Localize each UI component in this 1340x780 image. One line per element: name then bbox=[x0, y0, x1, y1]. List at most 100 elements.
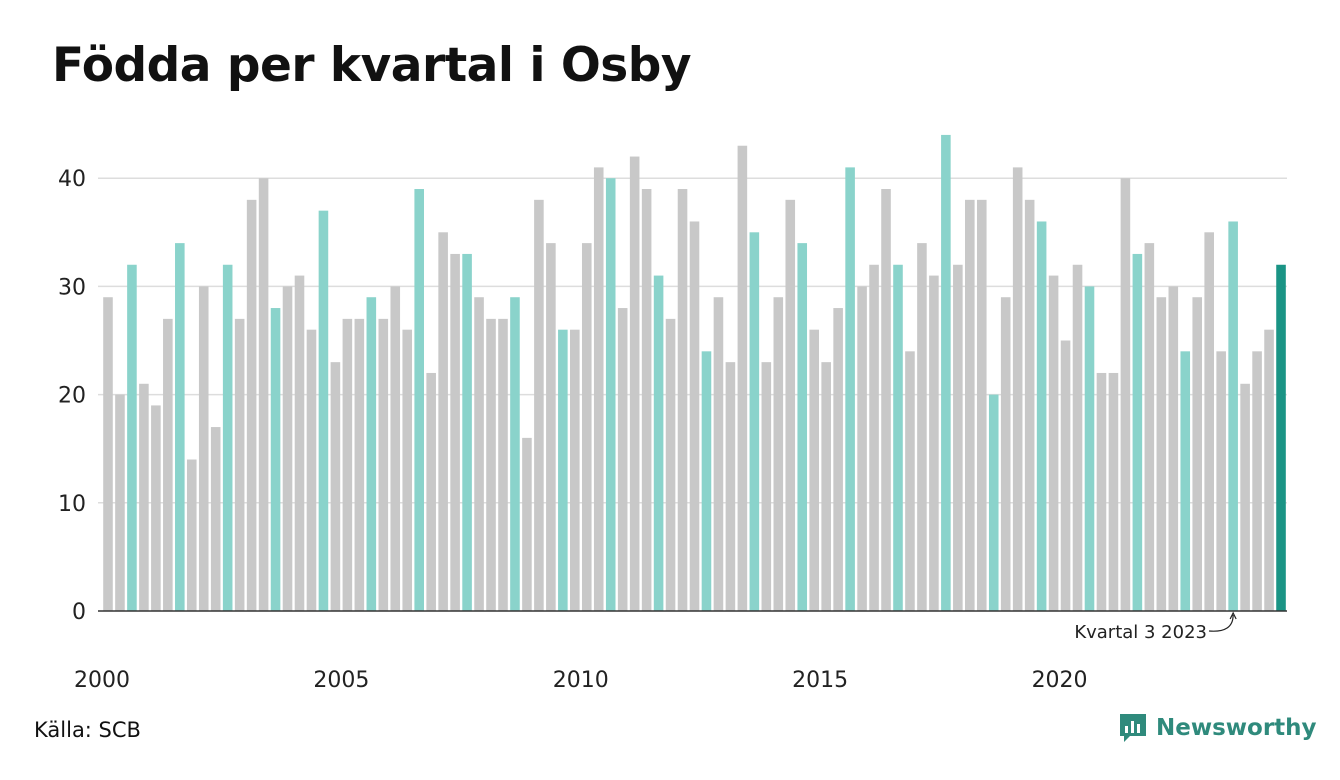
bar bbox=[1180, 351, 1191, 611]
bar bbox=[869, 264, 879, 611]
bar bbox=[1060, 340, 1071, 611]
bar bbox=[749, 232, 760, 612]
bar bbox=[1216, 351, 1226, 611]
x-tick-label: 2010 bbox=[553, 668, 609, 693]
bar bbox=[701, 351, 712, 611]
bar bbox=[378, 318, 389, 611]
bar bbox=[306, 329, 317, 611]
bar bbox=[558, 329, 568, 611]
bar bbox=[1036, 221, 1047, 612]
bar bbox=[498, 318, 508, 611]
bar bbox=[366, 297, 377, 611]
bar bbox=[318, 210, 329, 611]
bar bbox=[1168, 286, 1179, 611]
bar bbox=[210, 427, 221, 611]
bar bbox=[689, 221, 700, 612]
bar bbox=[761, 362, 772, 611]
bar bbox=[929, 275, 939, 611]
brand-logo[interactable]: Newsworthy bbox=[1118, 712, 1317, 744]
bar bbox=[151, 405, 161, 611]
bar bbox=[1048, 275, 1059, 611]
axes: 0 10 20 30 40 2000 2005 2010 2015 2020 bbox=[58, 167, 1287, 693]
bar bbox=[570, 329, 580, 611]
bar bbox=[1012, 167, 1023, 611]
annotation-label: Kvartal 3 2023 bbox=[1074, 622, 1207, 643]
bar bbox=[941, 134, 951, 612]
bar bbox=[1144, 243, 1155, 611]
bar bbox=[1108, 372, 1119, 611]
bar bbox=[127, 264, 137, 611]
bar bbox=[845, 167, 855, 611]
bar bbox=[115, 394, 125, 611]
annotation: Kvartal 3 2023 bbox=[1074, 611, 1237, 643]
bar bbox=[629, 156, 640, 611]
bar bbox=[414, 189, 424, 611]
bar bbox=[1072, 264, 1083, 611]
bar bbox=[1240, 383, 1250, 611]
bar bbox=[330, 362, 341, 611]
bar bbox=[234, 318, 245, 611]
bar bbox=[402, 329, 413, 611]
bar bbox=[665, 318, 676, 611]
bar bbox=[1132, 253, 1143, 611]
bar bbox=[222, 264, 233, 611]
bar bbox=[737, 145, 748, 612]
bar bbox=[965, 199, 975, 611]
bar bbox=[581, 243, 592, 611]
bar bbox=[510, 297, 520, 611]
bar bbox=[486, 318, 496, 611]
bar bbox=[809, 329, 819, 611]
bar bbox=[1204, 232, 1214, 612]
bar bbox=[641, 189, 652, 611]
y-tick-label: 30 bbox=[58, 275, 86, 300]
bar bbox=[905, 351, 915, 611]
bar bbox=[462, 253, 472, 611]
bar bbox=[354, 318, 365, 611]
brand-name: Newsworthy bbox=[1156, 715, 1317, 741]
bar bbox=[534, 199, 544, 611]
bars bbox=[103, 134, 1286, 612]
bar bbox=[677, 189, 688, 611]
annotation-arrowhead bbox=[1229, 611, 1237, 620]
bar bbox=[976, 199, 987, 611]
bar bbox=[785, 199, 796, 611]
bar bbox=[833, 308, 843, 611]
bar bbox=[1156, 297, 1167, 611]
x-tick-label: 2000 bbox=[74, 668, 130, 693]
bar bbox=[1084, 286, 1095, 611]
bar bbox=[988, 394, 999, 611]
bar bbox=[1264, 329, 1274, 611]
chart-title: Födda per kvartal i Osby bbox=[52, 38, 692, 93]
bar bbox=[713, 297, 724, 611]
annotation-arrow bbox=[1208, 614, 1234, 632]
bar bbox=[450, 253, 460, 611]
bar bbox=[593, 167, 604, 611]
bar bbox=[198, 286, 209, 611]
bar bbox=[546, 243, 556, 611]
x-tick-label: 2005 bbox=[313, 668, 369, 693]
bar bbox=[246, 199, 257, 611]
bar bbox=[1000, 297, 1011, 611]
bar bbox=[258, 178, 269, 611]
bar bbox=[342, 318, 353, 611]
bar bbox=[270, 308, 281, 611]
bar bbox=[617, 308, 628, 611]
bar bbox=[605, 178, 616, 611]
bar bbox=[103, 297, 113, 611]
bar bbox=[1024, 199, 1035, 611]
bar bbox=[917, 243, 927, 611]
bar bbox=[1096, 372, 1107, 611]
bar bbox=[773, 297, 784, 611]
bar bbox=[294, 275, 305, 611]
y-tick-label: 40 bbox=[58, 167, 86, 192]
bar bbox=[438, 232, 448, 612]
y-tick-label: 20 bbox=[58, 384, 86, 409]
bar bbox=[953, 264, 963, 611]
y-tick-label: 10 bbox=[58, 492, 86, 517]
bar bbox=[282, 286, 293, 611]
y-tick-label: 0 bbox=[72, 600, 86, 625]
x-tick-label: 2020 bbox=[1032, 668, 1088, 693]
bar bbox=[474, 297, 484, 611]
bar bbox=[390, 286, 401, 611]
